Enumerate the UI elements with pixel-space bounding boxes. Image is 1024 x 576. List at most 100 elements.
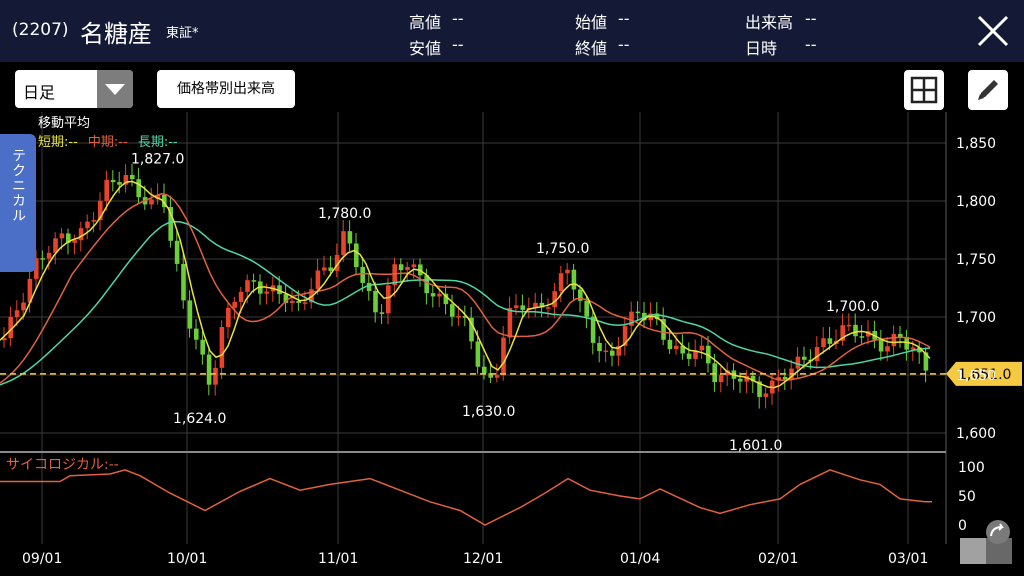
- date-tick-label: 12/01: [463, 551, 503, 567]
- candle-body: [59, 233, 65, 239]
- candle-body: [46, 252, 52, 259]
- candle-body: [654, 313, 660, 319]
- draw-button[interactable]: [968, 70, 1008, 110]
- candle-body: [315, 270, 321, 290]
- stock-code: (2207): [12, 20, 69, 40]
- candle-body: [578, 289, 583, 301]
- candle-body: [795, 356, 801, 369]
- candle-body: [149, 199, 154, 205]
- close-value: --: [618, 35, 630, 54]
- period-dropdown-toggle[interactable]: [97, 70, 133, 108]
- candle-body: [14, 310, 20, 318]
- candle-body: [187, 300, 193, 329]
- candle-body: [98, 200, 103, 221]
- current-price-line: 1,651.0: [0, 361, 1022, 386]
- candle-body: [898, 333, 903, 338]
- candle-body: [488, 373, 493, 378]
- ma-mid-label: 中期:--: [87, 135, 128, 150]
- expand-icon[interactable]: [958, 518, 1016, 568]
- period-select[interactable]: 日足: [15, 70, 133, 108]
- price-tick-label: 1,700: [956, 310, 996, 326]
- candle-body: [334, 254, 340, 271]
- ma-long-line: [0, 220, 931, 386]
- candle-body: [398, 264, 404, 271]
- layout-button[interactable]: [904, 70, 944, 110]
- candle-body: [494, 375, 500, 378]
- candle-body: [206, 354, 212, 385]
- candle-body: [923, 352, 929, 371]
- candle-body: [533, 302, 538, 308]
- candle-body: [750, 375, 756, 382]
- price-tick-label: 1,800: [956, 194, 996, 210]
- candle-body: [430, 293, 436, 297]
- volume-by-price-button[interactable]: 価格帯別出来高: [157, 70, 295, 108]
- ma-legend-title: 移動平均: [38, 116, 91, 131]
- psychological-oscillator: サイコロジカル:-- 100 50 0: [0, 457, 985, 534]
- moving-average-lines: [0, 180, 931, 389]
- price-tick-label: 1,600: [956, 426, 996, 442]
- candle-body: [162, 194, 167, 208]
- toolbar: [0, 62, 1024, 112]
- close-icon[interactable]: [976, 14, 1010, 48]
- chevron-down-icon: [105, 84, 125, 95]
- candle-body: [213, 367, 218, 385]
- price-chart[interactable]: 1,827.0 1,624.0 1,780.0 1,630.0 1,750.0 1,601…: [0, 112, 1024, 576]
- candle-body: [91, 220, 97, 222]
- candle-body: [66, 233, 71, 243]
- candle-body: [117, 182, 122, 185]
- candle-body: [322, 267, 327, 271]
- ma-legend: 移動平均 短期:-- 中期:-- 長期:--: [38, 114, 178, 152]
- close-label: 終値: [575, 39, 608, 58]
- exchange-label: 東証*: [166, 26, 199, 41]
- candle-body: [283, 294, 289, 303]
- volume-value: --: [805, 9, 817, 28]
- ma-mid-line: [0, 192, 931, 384]
- candle-body: [155, 194, 161, 200]
- candle-body: [450, 304, 455, 317]
- candle-body: [885, 346, 890, 352]
- price-annotation: 1,624.0: [173, 411, 226, 427]
- candle-body: [462, 316, 468, 318]
- candle-body: [424, 275, 429, 294]
- price-annotation: 1,601.0: [729, 438, 782, 454]
- candle-body: [693, 350, 698, 359]
- candle-body: [347, 231, 353, 244]
- low-value: --: [452, 35, 464, 54]
- candle-body: [814, 347, 820, 361]
- technical-tab-label: テクニカル: [10, 148, 26, 223]
- candle-body: [40, 258, 45, 260]
- ma-long-label: 長期:--: [137, 135, 178, 150]
- candle-body: [616, 345, 621, 356]
- candle-body: [78, 228, 84, 241]
- technical-tab[interactable]: テクニカル: [0, 134, 36, 272]
- price-annotation: 1,780.0: [318, 206, 371, 222]
- oscillator-label: サイコロジカル:--: [6, 457, 119, 473]
- candle-body: [72, 240, 77, 243]
- candle-body: [738, 378, 743, 382]
- candle-body: [219, 327, 225, 368]
- open-value: --: [618, 9, 630, 28]
- candle-body: [597, 342, 602, 352]
- datetime-label: 日時: [745, 39, 778, 58]
- date-tick-label: 01/04: [620, 551, 660, 567]
- candle-body: [245, 280, 250, 292]
- candles: [2, 163, 929, 409]
- candle-body: [232, 301, 237, 308]
- candle-body: [366, 282, 372, 291]
- candle-body: [123, 174, 129, 185]
- candle-body: [635, 311, 641, 314]
- candle-body: [469, 317, 474, 342]
- candle-body: [110, 179, 116, 183]
- candle-body: [840, 325, 845, 341]
- candle-body: [264, 291, 269, 294]
- oscillator-tick-label: 0: [958, 518, 967, 534]
- candle-body: [341, 231, 346, 255]
- candle-body: [53, 238, 58, 253]
- candle-body: [34, 258, 39, 279]
- price-annotation: 1,750.0: [536, 241, 589, 257]
- candle-body: [859, 336, 865, 338]
- date-axis: 09/01 10/01 11/01 12/01 01/04 02/01 03/01: [22, 551, 928, 567]
- price-annotation: 1,700.0: [826, 299, 879, 315]
- candle-body: [904, 337, 909, 350]
- candle-body: [296, 300, 301, 303]
